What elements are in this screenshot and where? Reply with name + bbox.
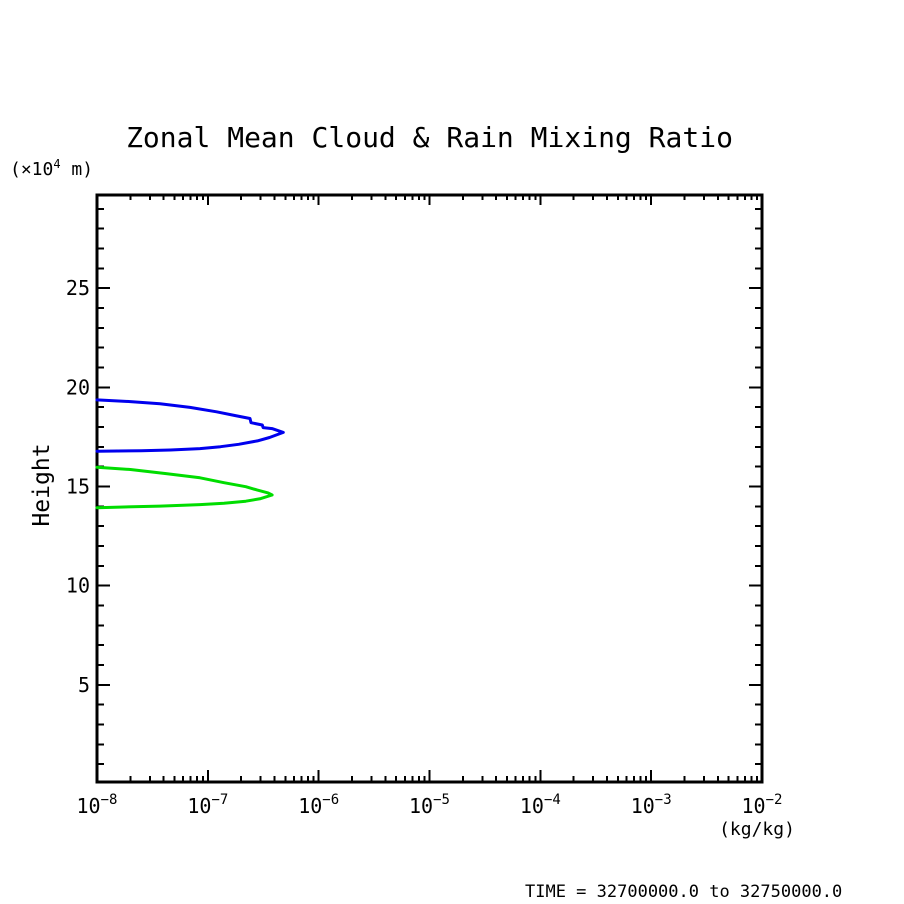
x-tick-label: 10−2: [742, 792, 783, 818]
y-tick-label: 20: [66, 375, 90, 399]
y-axis-unit-label: (×104 m): [10, 157, 93, 180]
y-tick-label: 10: [66, 574, 90, 598]
y-axis-unit-prefix: (×10: [10, 159, 54, 180]
y-axis-unit-suffix: m): [60, 159, 94, 180]
x-axis-unit-label: (kg/kg): [719, 819, 795, 840]
x-tick-label: 10−4: [520, 792, 561, 818]
rain-mixing-ratio-contour-line: [95, 465, 274, 510]
plot-frame: [95, 193, 764, 784]
y-axis-unit-exponent: 4: [53, 157, 61, 171]
cloud-mixing-ratio-contour-line: [95, 398, 285, 453]
chart-title: Zonal Mean Cloud & Rain Mixing Ratio: [126, 121, 733, 154]
y-tick-label: 25: [66, 276, 90, 300]
x-tick-label: 10−8: [77, 792, 118, 818]
y-tick-label: 5: [78, 673, 90, 697]
x-tick-label: 10−6: [298, 792, 339, 818]
x-tick-label: 10−3: [631, 792, 672, 818]
x-tick-label: 10−5: [409, 792, 450, 818]
time-stamp-label: TIME = 32700000.0 to 32750000.0: [525, 882, 843, 902]
x-tick-label: 10−7: [187, 792, 228, 818]
y-tick-label: 15: [66, 475, 90, 499]
